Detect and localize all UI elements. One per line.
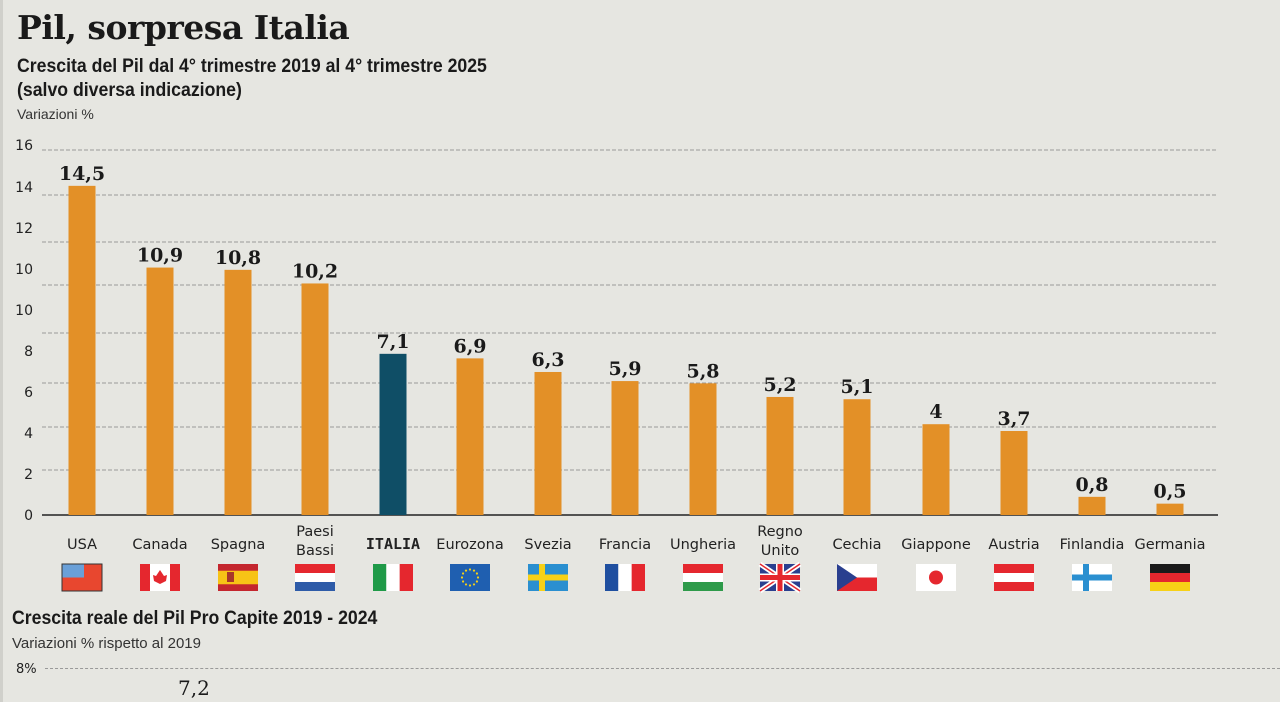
- category-label: Ungheria: [670, 537, 736, 553]
- category-label: Germania: [1135, 537, 1206, 553]
- bar-italia: [379, 353, 407, 515]
- flag-netherlands-icon: [295, 564, 335, 591]
- category-label: USA: [67, 537, 97, 553]
- flag-finland-icon: [1072, 564, 1112, 591]
- category-label: Regno: [757, 524, 803, 540]
- second-chart-unit-label: Variazioni % rispetto al 2019: [12, 635, 201, 652]
- value-label: 4: [929, 401, 942, 423]
- flag-italy-icon: [373, 564, 413, 591]
- bar-ungheria: [689, 383, 717, 515]
- y-tick-label: 4: [24, 426, 33, 442]
- y-tick-label: 10: [15, 262, 33, 278]
- y-tick-label: 0: [24, 508, 33, 524]
- value-label: 6,9: [453, 335, 486, 357]
- category-label: Spagna: [211, 537, 266, 553]
- bar-spagna: [224, 269, 252, 515]
- flag-uk-icon: [758, 561, 802, 594]
- bar-francia: [611, 381, 639, 515]
- chart-subtitle: Crescita del Pil dal 4° trimestre 2019 a…: [17, 55, 487, 103]
- bar-canada: [146, 267, 174, 515]
- category-label: Paesi: [296, 524, 333, 540]
- flag-czechia-icon: [837, 564, 877, 591]
- y-axis-unit-label: Variazioni %: [17, 106, 94, 122]
- value-label: 0,5: [1153, 481, 1186, 503]
- bar-usa: [68, 185, 96, 515]
- bar-finlandia: [1078, 496, 1106, 515]
- bar-germania: [1156, 503, 1184, 515]
- category-label: Giappone: [901, 537, 971, 553]
- y-tick-label: 12: [15, 221, 33, 237]
- category-label: Francia: [599, 537, 651, 553]
- flag-hungary-icon: [683, 564, 723, 591]
- category-label: Finlandia: [1060, 537, 1125, 553]
- value-label: 5,2: [763, 374, 796, 396]
- value-label: 5,8: [686, 360, 719, 382]
- y-tick-label: 2: [24, 467, 33, 483]
- category-label: Unito: [761, 543, 800, 559]
- y-tick-label: 14: [15, 180, 33, 196]
- subtitle-line-2: (salvo diversa indicazione): [17, 80, 242, 101]
- category-label: Svezia: [524, 537, 571, 553]
- value-label: 3,7: [997, 408, 1030, 430]
- bar-svezia: [534, 371, 562, 515]
- category-label: Austria: [988, 537, 1039, 553]
- value-label: 14,5: [59, 163, 105, 185]
- bar-giappone: [922, 424, 950, 515]
- value-label: 10,2: [292, 260, 338, 282]
- y-tick-label: 8: [24, 344, 33, 360]
- flag-sweden-icon: [528, 564, 568, 591]
- value-label: 10,8: [215, 247, 261, 269]
- page-title: Pil, sorpresa Italia: [17, 8, 350, 47]
- bar-cechia: [843, 399, 871, 515]
- y-tick-label: 10: [15, 303, 33, 319]
- value-label: 7,1: [376, 331, 409, 353]
- second-chart-y-tick: 8%: [16, 662, 37, 677]
- bar-regno-unito: [766, 396, 794, 515]
- y-tick-label: 6: [24, 385, 33, 401]
- flag-eu-icon: [450, 564, 490, 591]
- value-label: 10,9: [137, 245, 183, 267]
- value-label: 5,9: [608, 358, 641, 380]
- left-border: [0, 0, 3, 702]
- second-chart-value-label: 7,2: [178, 676, 210, 700]
- subtitle-line-1: Crescita del Pil dal 4° trimestre 2019 a…: [17, 56, 487, 77]
- bar-paesi-bassi: [301, 283, 329, 515]
- second-chart-title: Crescita reale del Pil Pro Capite 2019 -…: [12, 608, 378, 629]
- y-tick-label: 16: [15, 138, 33, 154]
- category-label: Eurozona: [436, 537, 503, 553]
- value-label: 6,3: [531, 349, 564, 371]
- flag-canada-icon: [140, 564, 180, 591]
- category-label: Bassi: [296, 543, 334, 559]
- flag-austria-icon: [994, 564, 1034, 591]
- flag-usa-icon: [61, 563, 103, 592]
- value-label: 0,8: [1075, 474, 1108, 496]
- category-label: ITALIA: [366, 535, 420, 553]
- value-label: 5,1: [840, 376, 873, 398]
- flag-france-icon: [605, 564, 645, 591]
- bar-eurozona: [456, 358, 484, 515]
- bar-austria: [1000, 431, 1028, 515]
- second-chart-gridline: [45, 668, 1280, 669]
- category-label: Cechia: [832, 537, 881, 553]
- flag-japan-icon: [916, 564, 956, 591]
- flag-spain-icon: [218, 564, 258, 591]
- category-label: Canada: [132, 537, 187, 553]
- flag-germany-icon: [1150, 564, 1190, 591]
- bar-chart: 16 14 12 10 10 8 6 4 2 0 14,5 USA 10,9 Canada 10,8 Spag…: [15, 138, 1218, 594]
